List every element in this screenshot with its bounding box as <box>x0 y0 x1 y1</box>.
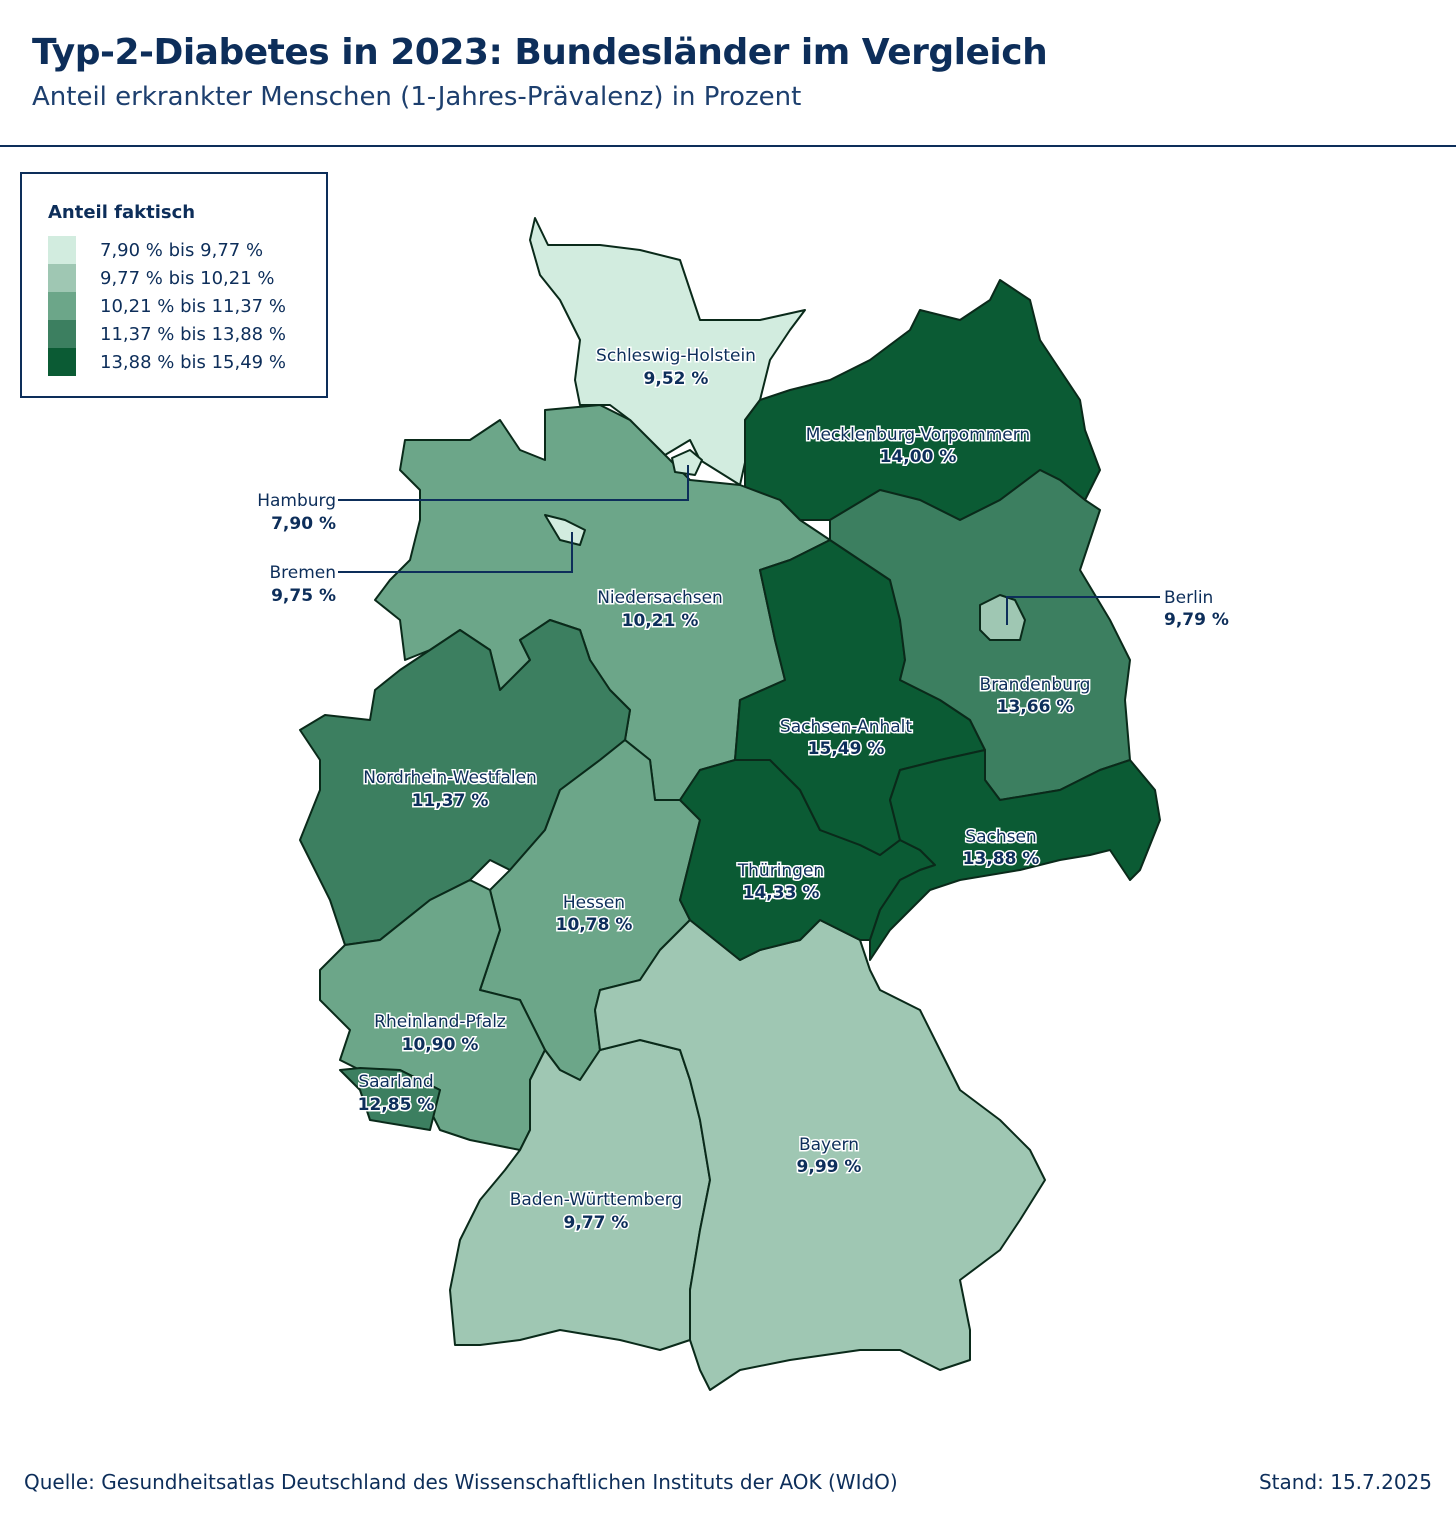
legend-swatch <box>48 320 76 348</box>
label-rp-value: 10,90 % <box>402 1035 479 1055</box>
label-sl-value: 12,85 % <box>358 1095 435 1115</box>
label-hh-value: 7,90 % <box>271 514 336 534</box>
legend-label: 11,37 % bis 13,88 % <box>100 323 286 345</box>
header-divider <box>0 145 1456 147</box>
label-he-name: Hessen <box>563 893 625 913</box>
legend-item: 9,77 % bis 10,21 % <box>48 264 275 292</box>
label-bw-value: 9,77 % <box>564 1213 629 1233</box>
label-be-name: Berlin <box>1164 588 1213 608</box>
label-sn-value: 13,88 % <box>963 849 1040 869</box>
label-mv-name: Mecklenburg-Vorpommern <box>806 425 1030 445</box>
label-bb-value: 13,66 % <box>997 697 1074 717</box>
legend-swatch <box>48 236 76 264</box>
legend-item: 11,37 % bis 13,88 % <box>48 320 286 348</box>
label-ni-name: Niedersachsen <box>597 588 723 608</box>
legend-label: 7,90 % bis 9,77 % <box>100 239 264 261</box>
label-mv-value: 14,00 % <box>880 447 957 467</box>
state-hamburg[interactable] <box>671 449 703 476</box>
state-nordrhein-westfalen[interactable] <box>299 619 631 946</box>
legend-label: 13,88 % bis 15,49 % <box>100 351 286 373</box>
state-saarland[interactable] <box>339 1067 441 1131</box>
bremen-leader-line <box>338 532 573 573</box>
label-st-value: 15,49 % <box>808 739 885 759</box>
legend-item: 7,90 % bis 9,77 % <box>48 236 263 264</box>
label-nw-value: 11,37 % <box>412 791 489 811</box>
state-bremen[interactable] <box>544 514 586 546</box>
label-ni-value: 10,21 % <box>622 611 699 631</box>
label-sn-name: Sachsen <box>965 827 1036 847</box>
label-by-value: 9,99 % <box>797 1157 862 1177</box>
state-sachsen[interactable] <box>869 749 1161 961</box>
label-rp-name: Rheinland-Pfalz <box>374 1012 506 1032</box>
label-hh-name: Hamburg <box>257 491 336 511</box>
label-th-name: Thüringen <box>737 861 824 881</box>
legend-item: 10,21 % bis 11,37 % <box>48 292 286 320</box>
label-bw-name: Baden-Württemberg <box>510 1190 683 1210</box>
label-be-value: 9,79 % <box>1164 610 1229 630</box>
legend-swatch <box>48 264 76 292</box>
legend-item: 13,88 % bis 15,49 % <box>48 348 286 376</box>
page-subtitle: Anteil erkrankter Menschen (1-Jahres-Prä… <box>32 82 802 112</box>
label-hb-name: Bremen <box>269 563 336 583</box>
legend-swatch <box>48 348 76 376</box>
label-bb-name: Brandenburg <box>980 675 1091 695</box>
legend-title: Anteil faktisch <box>48 202 196 223</box>
source-note: Quelle: Gesundheitsatlas Deutschland des… <box>24 1470 898 1494</box>
legend-label: 9,77 % bis 10,21 % <box>100 267 275 289</box>
legend-label: 10,21 % bis 11,37 % <box>100 295 286 317</box>
berlin-leader-line <box>1006 596 1160 625</box>
state-berlin[interactable] <box>979 594 1026 641</box>
label-hb-value: 9,75 % <box>271 586 336 606</box>
label-nw-name: Nordrhein-Westfalen <box>363 768 537 788</box>
label-th-value: 14,33 % <box>743 883 820 903</box>
date-note: Stand: 15.7.2025 <box>1258 1470 1432 1494</box>
page-title: Typ-2-Diabetes in 2023: Bundesländer im … <box>32 32 1048 73</box>
legend: Anteil faktisch 7,90 % bis 9,77 % 9,77 %… <box>20 172 328 398</box>
label-sh-name: Schleswig-Holstein <box>596 346 756 366</box>
label-he-value: 10,78 % <box>556 915 633 935</box>
label-by-name: Bayern <box>799 1135 859 1155</box>
label-sh-value: 9,52 % <box>644 369 709 389</box>
label-sl-name: Saarland <box>358 1072 433 1092</box>
hamburg-leader-line <box>338 465 689 501</box>
legend-swatch <box>48 292 76 320</box>
label-st-name: Sachsen-Anhalt <box>780 717 912 737</box>
